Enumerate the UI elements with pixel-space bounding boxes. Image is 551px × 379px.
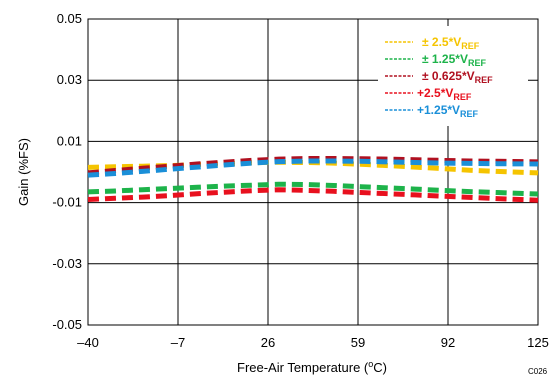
y-axis-label: Gain (%FS) (16, 138, 31, 206)
series-line-3 (87, 156, 539, 176)
legend-entry-subscript: REF (461, 41, 480, 51)
series-layer (87, 156, 539, 203)
x-tick-label: 92 (441, 335, 455, 350)
x-axis-label-main: Free-Air Temperature ( (237, 360, 369, 375)
legend-entry-name: ± 1.25*V (422, 52, 468, 66)
legend-entry-name: +2.5*V (417, 86, 453, 100)
y-tick-label: -0.05 (52, 317, 82, 332)
y-tick-labels: 0.05 0.03 0.01 -0.01 -0.03 -0.05 (52, 11, 82, 332)
series-line-2 (87, 181, 539, 197)
y-tick-label: 0.05 (57, 11, 82, 26)
y-tick-label: 0.03 (57, 72, 82, 87)
x-tick-labels: –40 –7 26 59 92 125 (77, 335, 549, 350)
series-line-5 (87, 158, 539, 178)
legend-entry-subscript: REF (475, 75, 494, 85)
legend-entry-subscript: REF (460, 109, 479, 119)
legend-entry-1: ± 2.5*VREF (422, 35, 480, 51)
x-tick-label: 125 (527, 335, 549, 350)
legend-entry-name: ± 0.625*V (422, 69, 475, 83)
legend-entry-subscript: REF (468, 58, 487, 68)
legend-entry-subscript: REF (453, 92, 472, 102)
legend-entry-name: +1.25*V (417, 103, 460, 117)
legend-entry-name: ± 2.5*V (422, 35, 461, 49)
x-tick-label: 59 (351, 335, 365, 350)
x-axis-label: Free-Air Temperature (oC) (237, 359, 387, 375)
legend-entry-4: +2.5*VREF (417, 86, 472, 102)
y-tick-label: -0.01 (52, 195, 82, 210)
legend-entry-2: ± 1.25*VREF (422, 52, 486, 68)
x-tick-label: –40 (77, 335, 99, 350)
legend-entry-3: ± 0.625*VREF (422, 69, 493, 85)
x-axis-label-unit: C) (373, 360, 387, 375)
grid-lines (88, 19, 538, 325)
series-line-4 (87, 187, 539, 203)
x-tick-label: 26 (261, 335, 275, 350)
legend: ± 2.5*VREF± 1.25*VREF± 0.625*VREF+2.5*VR… (385, 35, 493, 119)
x-axis-label-degree: o (368, 359, 373, 369)
y-tick-label: -0.03 (52, 256, 82, 271)
figure-code: C026 (528, 367, 548, 376)
y-tick-label: 0.01 (57, 133, 82, 148)
legend-entry-5: +1.25*VREF (417, 103, 479, 119)
x-tick-label: –7 (171, 335, 185, 350)
